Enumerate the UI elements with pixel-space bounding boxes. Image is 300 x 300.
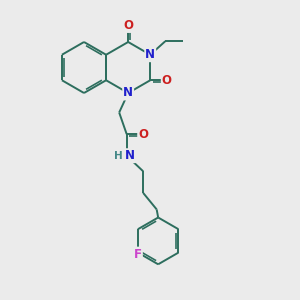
Text: N: N <box>145 48 155 61</box>
Text: O: O <box>138 128 148 141</box>
Text: F: F <box>134 248 142 261</box>
Text: O: O <box>162 74 172 87</box>
Text: N: N <box>123 86 133 100</box>
Text: H: H <box>114 151 123 161</box>
Text: O: O <box>123 19 133 32</box>
Text: N: N <box>125 149 135 162</box>
